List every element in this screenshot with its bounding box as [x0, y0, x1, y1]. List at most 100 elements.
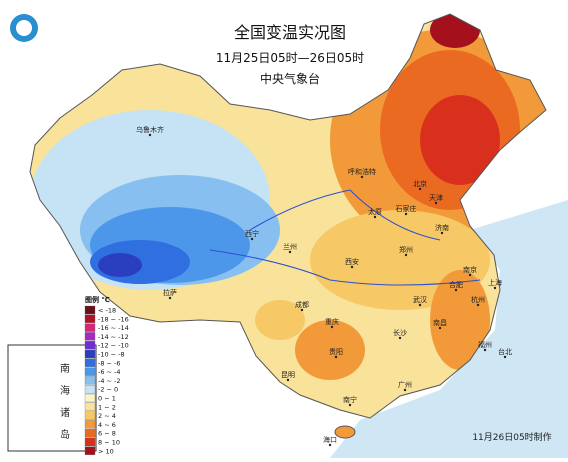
footer: 11月26日05时制作 — [472, 431, 551, 443]
city-label: 呼和浩特 — [348, 167, 376, 176]
city-marker — [348, 403, 352, 407]
city-marker — [440, 231, 444, 235]
legend-label: 0 ~ 1 — [98, 395, 116, 403]
city-label: 昆明 — [281, 371, 295, 379]
legend-label: -16 ~ -14 — [98, 324, 129, 332]
city-marker — [503, 355, 507, 359]
city-label: 杭州 — [471, 295, 485, 304]
city-label: 贵阳 — [329, 347, 343, 356]
legend-swatch — [84, 437, 96, 447]
river — [209, 249, 481, 286]
legend-swatch — [84, 393, 96, 403]
inset-label: 岛 — [60, 428, 70, 441]
legend-swatch — [84, 341, 96, 350]
city-marker — [434, 201, 438, 205]
city-label: 拉萨 — [163, 288, 177, 297]
city-marker — [250, 237, 254, 241]
city-label: 南昌 — [433, 318, 447, 327]
inset-label: 诸 — [60, 407, 70, 419]
city-label: 南京 — [463, 265, 477, 274]
city-marker — [468, 273, 472, 277]
city-marker — [454, 288, 458, 292]
legend-label: 2 ~ 4 — [98, 412, 116, 420]
city-label: 郑州 — [399, 246, 413, 254]
agency: 中央气象台 — [260, 71, 320, 86]
city-label: 北京 — [413, 179, 427, 188]
city-label: 福州 — [478, 340, 492, 349]
legend-swatch — [84, 385, 96, 394]
city-label: 合肥 — [449, 280, 463, 289]
legend-label: -18 ~ -16 — [98, 315, 129, 323]
inset-label: 南 — [60, 362, 70, 375]
legend-label: -12 ~ -10 — [98, 342, 129, 350]
city-label: 台北 — [498, 347, 512, 356]
city-label: 长沙 — [393, 328, 407, 337]
legend-swatch — [84, 358, 96, 367]
title: 全国变温实况图 — [234, 23, 346, 42]
legend-label: -4 ~ -2 — [98, 377, 121, 385]
city-marker — [404, 212, 408, 216]
logo — [16, 20, 32, 36]
legend-swatch — [84, 314, 96, 323]
city-label: 南宁 — [343, 395, 357, 404]
city-marker — [483, 348, 487, 352]
legend-swatch — [84, 420, 96, 429]
city-label: 兰州 — [283, 242, 297, 251]
legend-label: 6 ~ 8 — [98, 430, 116, 438]
city-marker — [476, 303, 480, 307]
city-label: 上海 — [488, 278, 502, 287]
city-marker — [288, 250, 292, 254]
city-marker — [168, 296, 172, 300]
city-label: 西宁 — [245, 229, 259, 238]
legend-swatch — [84, 446, 96, 455]
legend-label: > 10 — [98, 447, 114, 455]
city-label: 太原 — [368, 207, 382, 216]
city-label: 乌鲁木齐 — [136, 125, 164, 134]
legend-swatch — [84, 429, 96, 438]
city-marker — [403, 388, 407, 392]
city-marker — [300, 308, 304, 312]
city-marker — [286, 378, 290, 382]
legend-title: 图例 ℃ — [85, 295, 110, 304]
city-marker — [404, 253, 408, 257]
city-marker — [418, 303, 422, 307]
river — [249, 189, 441, 241]
city-marker — [328, 443, 332, 447]
city-label: 重庆 — [325, 317, 339, 326]
city-label: 海口 — [323, 435, 337, 444]
border — [29, 13, 547, 419]
inset — [7, 344, 97, 452]
legend-swatch — [84, 367, 96, 376]
legend-label: -8 ~ -6 — [98, 359, 121, 367]
legend-label: -6 ~ -4 — [98, 368, 121, 376]
city-marker — [360, 175, 364, 179]
legend-swatch — [84, 305, 96, 315]
legend-label: 8 ~ 10 — [98, 439, 120, 447]
subtitle: 11月25日05时—26日05时 — [216, 51, 364, 65]
legend-label: -2 ~ 0 — [98, 386, 118, 394]
city-label: 广州 — [398, 380, 412, 389]
city-label: 济南 — [435, 223, 449, 232]
city-label: 武汉 — [413, 295, 427, 304]
sea — [330, 200, 568, 458]
legend-label: -10 ~ -8 — [98, 351, 125, 359]
city-marker — [398, 336, 402, 340]
city-marker — [418, 187, 422, 191]
city-label: 西安 — [345, 257, 359, 266]
legend-swatch — [84, 376, 96, 385]
legend-label: -14 ~ -12 — [98, 333, 129, 341]
legend-label: < -18 — [98, 307, 116, 315]
city-label: 成都 — [295, 300, 309, 309]
inset-label: 海 — [60, 384, 70, 397]
legend-swatch — [84, 323, 96, 332]
legend-label: 4 ~ 6 — [98, 421, 116, 429]
city-marker — [350, 265, 354, 269]
legend-label: 1 ~ 2 — [98, 403, 116, 411]
city-marker — [373, 215, 377, 219]
city-label: 天津 — [429, 194, 443, 202]
city-marker — [493, 286, 497, 290]
city-label: 石家庄 — [396, 204, 417, 213]
city-marker — [148, 133, 152, 137]
city-marker — [438, 326, 442, 330]
legend-swatch — [84, 332, 96, 341]
